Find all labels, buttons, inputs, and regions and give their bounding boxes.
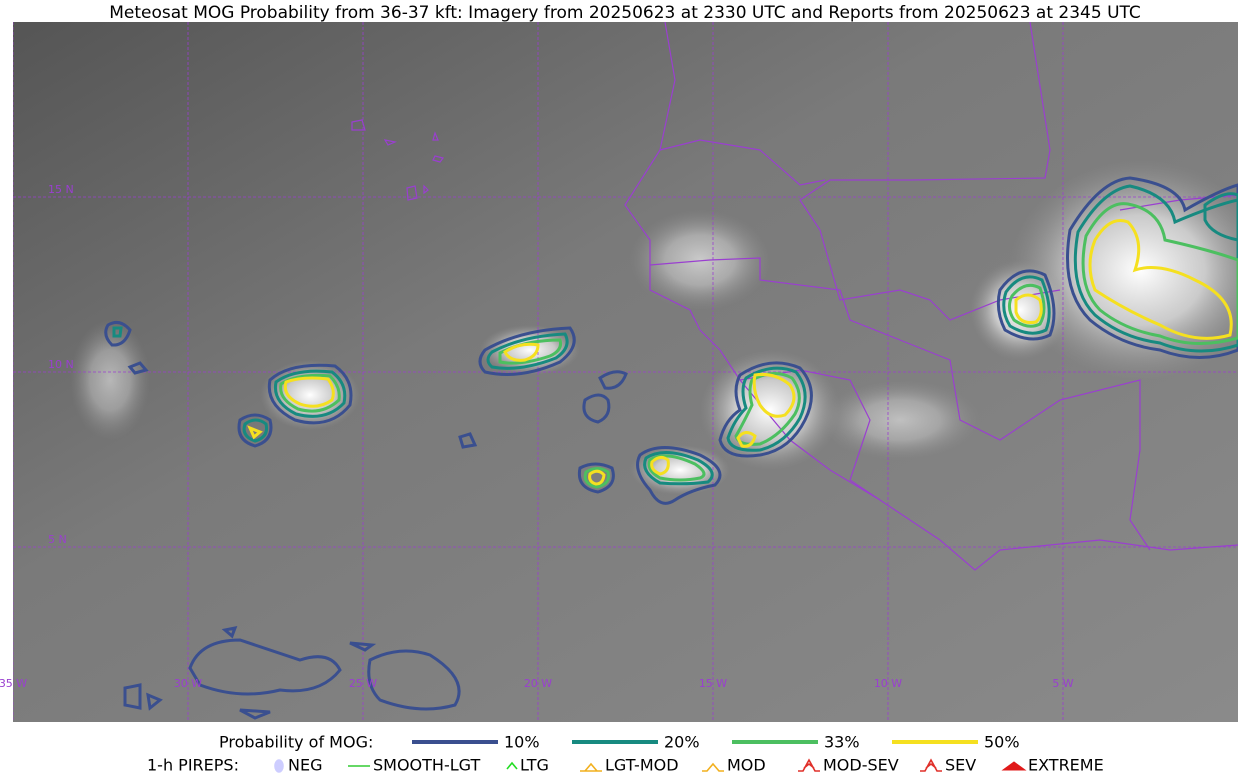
legend-label: EXTREME — [1028, 756, 1104, 775]
map — [13, 22, 1238, 722]
legend-title: 1-h PIREPS: — [147, 756, 239, 775]
legend-symbol — [920, 758, 942, 772]
legend-label: NEG — [288, 756, 322, 775]
legend-label: LGT-MOD — [605, 756, 679, 775]
symbol — [580, 762, 602, 772]
legend-symbol — [506, 761, 518, 770]
title: Meteosat MOG Probability from 36-37 kft:… — [109, 3, 1141, 23]
symbol — [506, 761, 518, 770]
legend-label: 33% — [824, 733, 860, 752]
legend-label: 10% — [504, 733, 540, 752]
legend-title: Probability of MOG: — [219, 733, 373, 752]
legend-symbol — [580, 762, 602, 772]
legend-symbol — [798, 758, 820, 772]
lat-label: 5 N — [48, 533, 67, 546]
lat-label: 15 N — [48, 183, 74, 196]
lon-label: 25 W — [349, 677, 377, 690]
coastlines — [351, 22, 1238, 571]
mog-contours — [104, 176, 1238, 720]
legend-label: SEV — [945, 756, 976, 775]
lon-label: 20 W — [524, 677, 552, 690]
legend: Probability of MOG: 1-h PIREPS: 10% 20% 33… — [147, 733, 1104, 775]
lon-label: 30 W — [174, 677, 202, 690]
legend-symbol — [1001, 761, 1027, 771]
lat-label: 10 N — [48, 358, 74, 371]
legend-label: 20% — [664, 733, 700, 752]
symbol — [920, 758, 942, 772]
legend-symbol — [274, 759, 284, 773]
lon-label: 15 W — [699, 677, 727, 690]
legend-symbol — [702, 762, 724, 772]
legend-label: SMOOTH-LGT — [373, 756, 480, 775]
legend-label: 50% — [984, 733, 1020, 752]
symbol — [702, 762, 724, 772]
symbol — [274, 759, 284, 773]
symbol — [1001, 761, 1027, 771]
legend-label: MOD-SEV — [823, 756, 899, 775]
lon-label: 35 W — [0, 677, 27, 690]
lon-label: 5 W — [1052, 677, 1073, 690]
legend-label: LTG — [520, 756, 549, 775]
symbol — [798, 758, 820, 772]
clouds — [70, 160, 1238, 495]
lon-label: 10 W — [874, 677, 902, 690]
legend-label: MOD — [727, 756, 766, 775]
